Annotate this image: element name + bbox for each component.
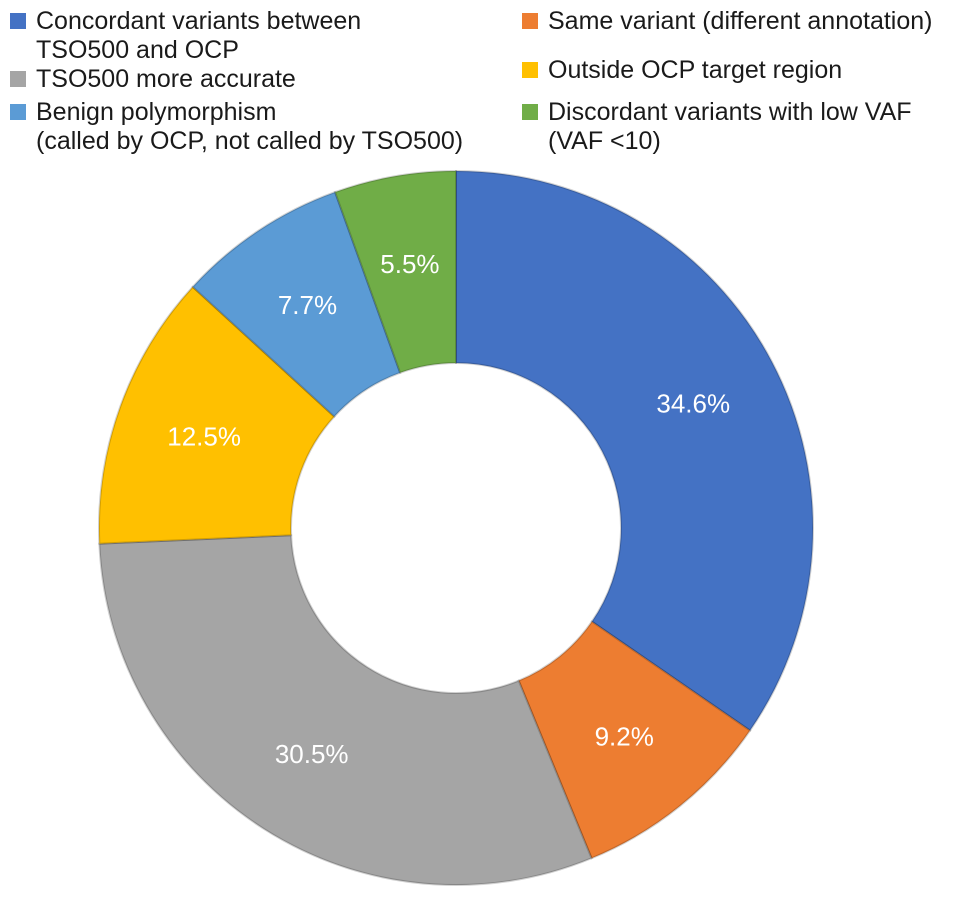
donut-slice-outside-ocp-target-region <box>98 285 336 545</box>
legend-swatch <box>10 13 26 29</box>
legend-item-discordant-variants-with-low-vaf: Discordant variants with low VAF (VAF <1… <box>522 98 912 156</box>
legend-item-benign-polymorphism: Benign polymorphism (called by OCP, not … <box>10 98 463 156</box>
chart-legend: Concordant variants between TSO500 and O… <box>0 0 969 170</box>
legend-label: Outside OCP target region <box>548 56 843 84</box>
legend-swatch <box>10 104 26 120</box>
legend-label: TSO500 more accurate <box>36 65 296 93</box>
donut-slice-concordant-variants-between <box>455 169 814 732</box>
slice-value-label: 9.2% <box>595 722 654 752</box>
donut-slice-benign-polymorphism <box>191 190 402 418</box>
donut-slices <box>98 169 814 886</box>
legend-swatch <box>522 62 538 78</box>
legend-item-outside-ocp-target-region: Outside OCP target region <box>522 56 842 85</box>
legend-swatch <box>522 13 538 29</box>
slice-value-label: 30.5% <box>275 739 349 769</box>
legend-item-same-variant-different-annotation: Same variant (different annotation) <box>522 7 933 36</box>
legend-swatch <box>10 71 26 87</box>
slice-value-label: 7.7% <box>278 290 337 320</box>
legend-item-tso500-more-accurate: TSO500 more accurate <box>10 65 296 94</box>
legend-label: Benign polymorphism (called by OCP, not … <box>36 98 464 155</box>
legend-label: Discordant variants with low VAF (VAF <1… <box>548 98 912 155</box>
slice-value-label: 5.5% <box>380 249 439 279</box>
legend-label: Concordant variants between TSO500 and O… <box>36 7 362 64</box>
legend-swatch <box>522 104 538 120</box>
donut-slice-discordant-variants-with-low-vaf <box>333 169 457 375</box>
slice-labels: 34.6% 9.2% 30.5% 12.5% 7.7% 5.5% <box>167 249 730 769</box>
legend-item-concordant-variants-between: Concordant variants between TSO500 and O… <box>10 7 361 65</box>
slice-value-label: 34.6% <box>656 388 730 418</box>
donut-slice-tso500-more-accurate <box>98 534 593 886</box>
donut-slice-same-variant-different-annotation <box>517 620 752 860</box>
slice-value-label: 12.5% <box>167 421 241 451</box>
legend-label: Same variant (different annotation) <box>548 7 933 35</box>
